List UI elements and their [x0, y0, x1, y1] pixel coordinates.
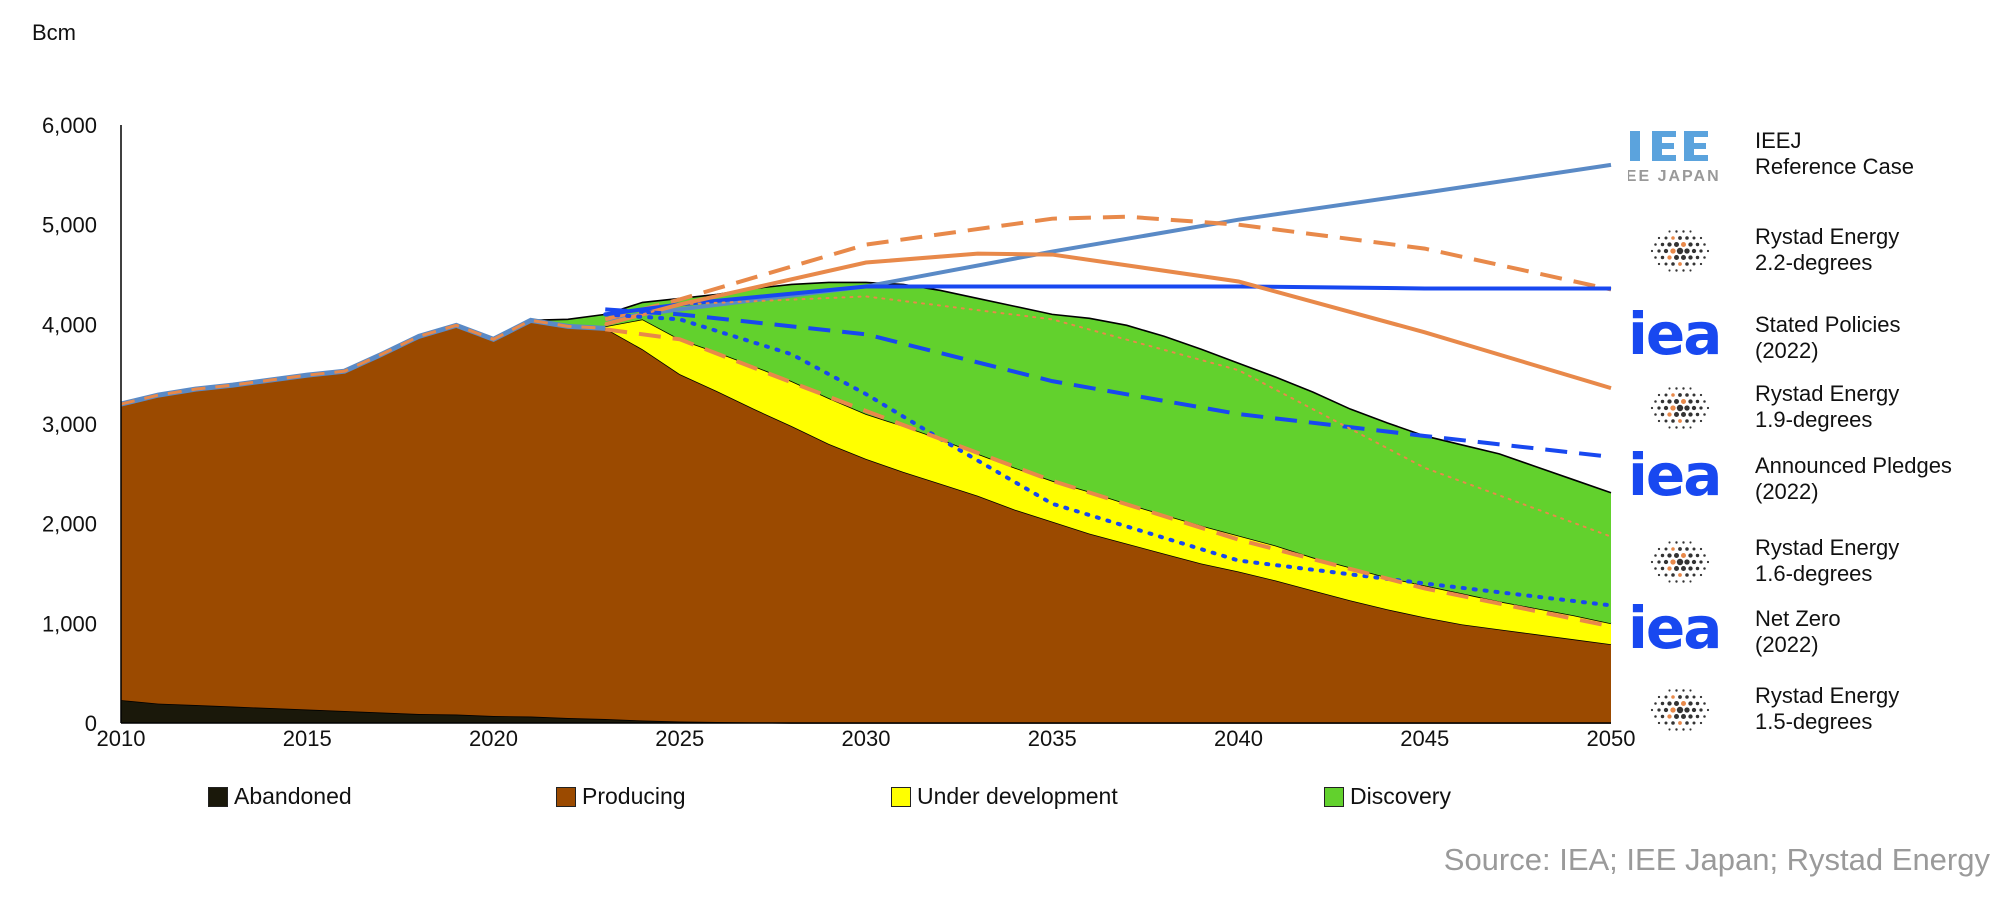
scenario-label-line1: Rystad Energy	[1755, 683, 1900, 708]
legend-label: Discovery	[1350, 783, 1451, 809]
scenario-label-line2: (2022)	[1755, 479, 1819, 504]
scenario-label-line2: (2022)	[1755, 338, 1819, 363]
legend-swatch	[1324, 786, 1344, 807]
scenario-label-line2: 1.9-degrees	[1755, 407, 1873, 432]
scenario-line-rystad-energy-2-2-degrees	[604, 214, 1612, 322]
x-tick-label: 2050	[1587, 726, 1636, 751]
scenario-label-line2: (2022)	[1755, 632, 1819, 657]
scenario-label-line2: 2.2-degrees	[1755, 250, 1873, 275]
scenario-legend-label: Rystad Energy 1.5-degrees	[1755, 683, 1899, 735]
x-tick-label: 2040	[1214, 726, 1263, 751]
scenario-legend-label: Announced Pledges (2022)	[1755, 453, 1952, 505]
y-tick-label: 4,000	[42, 312, 97, 337]
scenario-legend-label: Rystad Energy 1.9-degrees	[1755, 381, 1899, 433]
y-tick-label: 5,000	[42, 213, 97, 238]
scenario-label-line2: 1.5-degrees	[1755, 709, 1873, 734]
y-tick-label: 0	[85, 711, 97, 736]
y-tick-label: 1,000	[42, 611, 97, 636]
scenario-line-rystad-energy-1-9-degrees	[604, 251, 1612, 391]
area-under-development	[121, 319, 1611, 645]
y-tick-label: 3,000	[42, 412, 97, 437]
scenario-label-line1: Announced Pledges	[1755, 453, 1952, 478]
scenario-label-line1: Rystad Energy	[1755, 535, 1900, 560]
scenario-line-ieej-reference-case	[604, 162, 1612, 322]
x-tick-label: 2035	[1028, 726, 1077, 751]
y-tick-label: 6,000	[42, 113, 97, 138]
scenario-label-line1: IEEJ	[1755, 128, 1802, 153]
scenario-label-line1: Stated Policies	[1755, 312, 1901, 337]
area-abandoned	[121, 700, 1611, 723]
y-tick-label: 2,000	[42, 512, 97, 537]
legend-item-abandoned: Abandoned	[208, 783, 352, 810]
area-producing	[121, 320, 1611, 723]
legend-swatch	[208, 786, 228, 807]
scenario-label-line1: Rystad Energy	[1755, 381, 1900, 406]
scenario-legend-label: Net Zero (2022)	[1755, 606, 1841, 658]
iea-logo: iea	[1628, 594, 1722, 662]
scenario-legend-label: Stated Policies (2022)	[1755, 312, 1901, 364]
legend-swatch	[556, 786, 576, 807]
legend-label: Producing	[582, 783, 686, 809]
x-tick-label: 2025	[655, 726, 704, 751]
scenario-label-line1: Net Zero	[1755, 606, 1841, 631]
scenario-legend-label: IEEJ Reference Case	[1755, 128, 1914, 180]
scenario-line-rystad-energy-1-5-degrees	[604, 327, 1612, 629]
ieej-logo: IEE JAPAN	[1619, 125, 1719, 190]
x-tick-label: 2010	[97, 726, 146, 751]
scenario-label-line2: Reference Case	[1755, 154, 1914, 179]
legend-swatch	[891, 786, 911, 807]
history-line-overlay	[120, 318, 606, 406]
legend-item-discovery: Discovery	[1324, 783, 1451, 810]
rystad-logo	[1648, 383, 1712, 438]
area-discovery	[121, 282, 1611, 624]
rystad-logo	[1648, 685, 1712, 740]
legend-label: Abandoned	[234, 783, 352, 809]
scenario-label-line1: Rystad Energy	[1755, 224, 1900, 249]
x-tick-label: 2030	[842, 726, 891, 751]
x-tick-label: 2015	[283, 726, 332, 751]
scenario-legend-label: Rystad Energy 2.2-degrees	[1755, 224, 1899, 276]
x-tick-label: 2020	[469, 726, 518, 751]
legend-item-under-development: Under development	[891, 783, 1118, 810]
svg-text:IEE JAPAN: IEE JAPAN	[1628, 168, 1718, 185]
scenario-line-announced-pledges-2022-	[605, 307, 1612, 459]
scenario-legend-label: Rystad Energy 1.6-degrees	[1755, 535, 1899, 587]
rystad-logo	[1648, 537, 1712, 592]
x-tick-label: 2045	[1400, 726, 1449, 751]
y-axis-unit: Bcm	[32, 20, 76, 45]
iea-logo: iea	[1628, 300, 1722, 368]
scenario-label-line2: 1.6-degrees	[1755, 561, 1873, 586]
iea-logo: iea	[1628, 441, 1722, 509]
legend-item-producing: Producing	[556, 783, 686, 810]
legend-label: Under development	[917, 783, 1118, 809]
rystad-logo	[1648, 226, 1712, 281]
source-note: Source: IEA; IEE Japan; Rystad Energy	[1443, 842, 1990, 877]
